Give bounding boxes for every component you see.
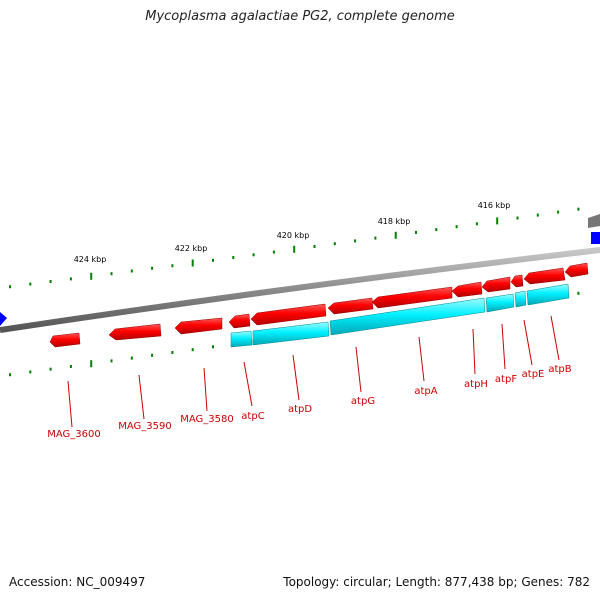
cds-feature-7 bbox=[371, 286, 453, 309]
map-title: Mycoplasma agalactiae PG2, complete geno… bbox=[145, 9, 455, 24]
rna-feature-3 bbox=[329, 297, 486, 336]
leader-atpe bbox=[523, 319, 533, 366]
genome-summary-text: Topology: circular; Length: 877,438 bp; … bbox=[283, 575, 590, 589]
genome-backbone bbox=[0, 247, 600, 333]
gene-label-atpg: atpG bbox=[351, 396, 375, 407]
leader-atph bbox=[472, 328, 476, 375]
cds-feature-12 bbox=[564, 262, 589, 278]
edge-feature-right bbox=[591, 232, 600, 244]
leader-atpc bbox=[243, 361, 253, 407]
rna-feature-1 bbox=[230, 330, 253, 348]
gene-label-mag3590: MAG_3590 bbox=[118, 421, 172, 432]
cds-feature-5 bbox=[250, 303, 327, 326]
leader-mag3580 bbox=[203, 367, 208, 412]
backbone-edge-segment bbox=[588, 214, 600, 228]
leader-atpf bbox=[501, 323, 506, 370]
gene-label-atpd: atpD bbox=[288, 404, 312, 415]
gene-label-mag3600: MAG_3600 bbox=[47, 429, 101, 440]
leader-atpb bbox=[550, 315, 560, 361]
rna-feature-6 bbox=[526, 283, 570, 306]
edge-feature-left bbox=[0, 312, 7, 326]
gene-label-mag3580: MAG_3580 bbox=[180, 414, 234, 425]
scale-label-416: 416 kbp bbox=[478, 201, 511, 210]
scale-label-422: 422 kbp bbox=[175, 244, 208, 253]
gene-label-atpe: atpE bbox=[522, 369, 545, 380]
leader-mag3600 bbox=[67, 380, 73, 428]
leader-mag3590 bbox=[138, 374, 145, 420]
cds-feature-6 bbox=[327, 297, 374, 315]
gene-label-atpb: atpB bbox=[548, 364, 571, 375]
gene-label-atpf: atpF bbox=[495, 374, 517, 385]
cds-feature-9 bbox=[481, 276, 511, 293]
cds-feature-1 bbox=[49, 332, 81, 348]
gene-label-atph: atpH bbox=[464, 379, 488, 390]
outer-scale-ticks bbox=[9, 207, 580, 289]
rna-feature-track bbox=[230, 283, 570, 348]
cds-feature-4 bbox=[228, 313, 251, 329]
gene-label-atpc: atpC bbox=[241, 411, 264, 422]
leader-atpa bbox=[418, 336, 425, 382]
rna-feature-2 bbox=[252, 321, 330, 346]
accession-text: Accession: NC_009497 bbox=[9, 575, 146, 589]
cds-feature-track bbox=[49, 262, 589, 348]
cds-feature-3 bbox=[174, 317, 223, 335]
scale-label-418: 418 kbp bbox=[378, 217, 411, 226]
cds-feature-8 bbox=[451, 281, 483, 298]
cds-feature-11 bbox=[523, 267, 566, 285]
rna-feature-5 bbox=[514, 290, 527, 308]
gene-label-atpa: atpA bbox=[414, 386, 437, 397]
leader-atpg bbox=[355, 346, 362, 393]
cds-feature-2 bbox=[108, 323, 162, 341]
label-leader-lines bbox=[67, 315, 560, 428]
cds-feature-10 bbox=[510, 274, 524, 288]
scale-label-420: 420 kbp bbox=[277, 231, 310, 240]
rna-feature-4 bbox=[485, 293, 515, 313]
leader-atpd bbox=[292, 354, 300, 401]
scale-label-424: 424 kbp bbox=[74, 255, 107, 264]
